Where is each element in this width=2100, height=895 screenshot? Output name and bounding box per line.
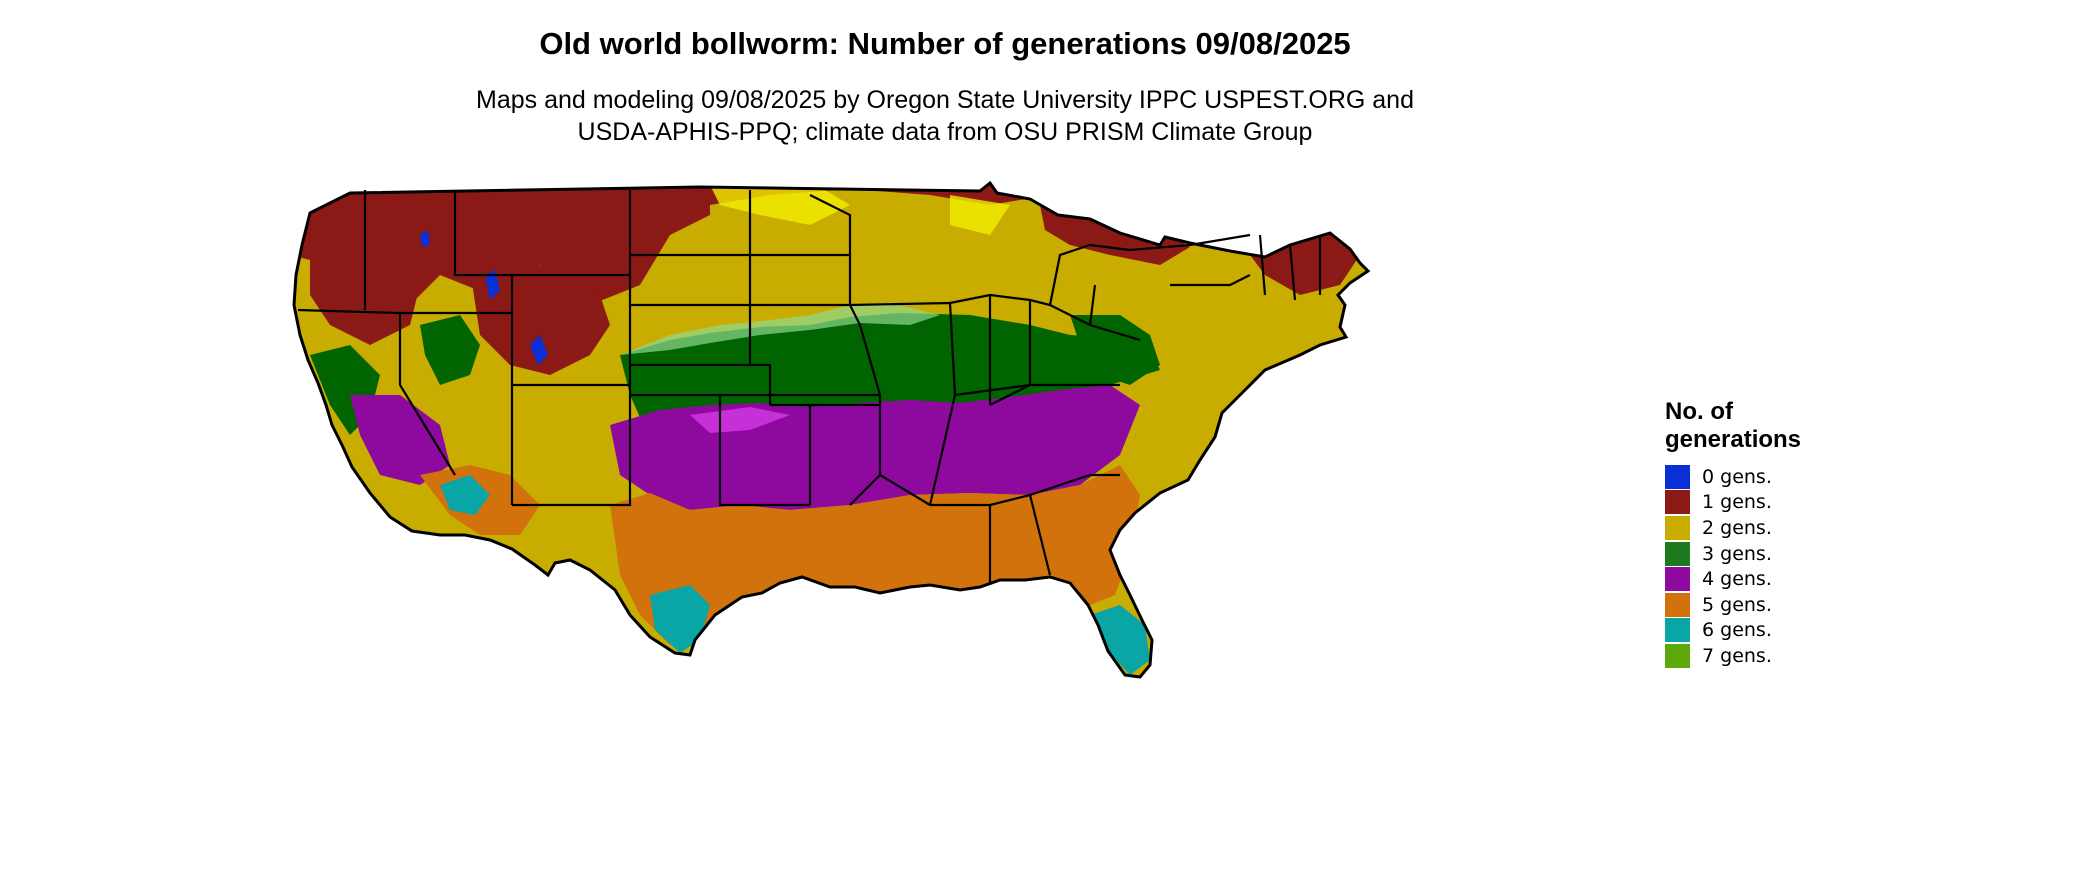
- legend-label: 2 gens.: [1702, 516, 1772, 539]
- zone-gen-3-atlantic: [1070, 315, 1160, 385]
- state-boundaries: [297, 190, 1322, 585]
- boundary-line-23: [1029, 473, 1120, 497]
- legend-label: 7 gens.: [1702, 644, 1772, 667]
- legend-item: 4 gens.: [1665, 566, 1801, 592]
- generations-map: [290, 175, 1630, 895]
- zone-gen-6-arizona: [440, 475, 490, 515]
- zone-gen-6-texas: [650, 585, 710, 653]
- boundary-line-24: [1258, 234, 1322, 301]
- legend-swatch: [1665, 515, 1690, 540]
- legend-item: 5 gens.: [1665, 592, 1801, 618]
- zone-gen-1-rockies: [470, 265, 610, 375]
- subtitle-line-1: Maps and modeling 09/08/2025 by Oregon S…: [476, 86, 1414, 114]
- zone-gen-1-great-lakes: [1040, 205, 1190, 265]
- boundary-line-12: [750, 303, 882, 396]
- boundary-line-16: [849, 301, 957, 506]
- subtitle-line-2: USDA-APHIS-PPQ; climate data from OSU PR…: [577, 118, 1313, 146]
- legend-swatch: [1665, 567, 1690, 592]
- generation-zones: [294, 183, 1368, 677]
- legend-item: 2 gens.: [1665, 515, 1801, 541]
- zone-gen-6-florida: [1090, 605, 1150, 675]
- boundary-line-10: [630, 255, 772, 405]
- legend-item: 6 gens.: [1665, 618, 1801, 644]
- legend-item: 0 gens.: [1665, 464, 1801, 490]
- legend-swatch: [1665, 592, 1690, 617]
- legend-swatch: [1665, 490, 1690, 515]
- boundary-line-5: [453, 190, 514, 313]
- legend-item: 3 gens.: [1665, 541, 1801, 567]
- legend-label: 6 gens.: [1702, 619, 1772, 642]
- legend-item: 7 gens.: [1665, 643, 1801, 669]
- legend-label: 4 gens.: [1702, 568, 1772, 591]
- boundary-line-11: [630, 393, 880, 507]
- legend: No. of generations 0 gens. 1 gens. 2 gens.…: [1665, 398, 1801, 669]
- legend-title: No. of generations: [1665, 398, 1801, 454]
- zone-gen-4-california: [350, 395, 450, 485]
- legend-item: 1 gens.: [1665, 490, 1801, 516]
- legend-label: 0 gens.: [1702, 465, 1772, 488]
- legend-swatch: [1665, 618, 1690, 643]
- legend-swatch: [1665, 464, 1690, 489]
- map-title: Old world bollworm: Number of generation…: [539, 26, 1351, 61]
- us-map-svg: [292, 181, 1370, 679]
- boundary-line-8: [510, 385, 632, 507]
- boundary-line-13: [770, 403, 880, 505]
- boundary-line-1: [297, 308, 401, 315]
- boundary-line-14: [750, 194, 852, 305]
- legend-title-line-2: generations: [1665, 426, 1802, 453]
- map-subtitle: Maps and modeling 09/08/2025 by Oregon S…: [0, 84, 1890, 148]
- zone-gen-4-light-south: [690, 407, 790, 433]
- legend-label: 5 gens.: [1702, 593, 1772, 616]
- boundary-line-21: [1129, 233, 1251, 287]
- zone-gen-3-mountain: [420, 315, 480, 385]
- zone-gen-2-bright-northeast: [950, 195, 1010, 235]
- legend-label: 1 gens.: [1702, 491, 1772, 514]
- boundary-line-15: [849, 395, 931, 506]
- boundary-line-2: [398, 313, 456, 476]
- zone-gen-2-bright-north: [710, 183, 850, 225]
- boundary-line-20: [1048, 243, 1131, 326]
- legend-items: 0 gens. 1 gens. 2 gens. 3 gens. 4 gens. 5 gen…: [1665, 464, 1801, 669]
- zone-gen-0-peaks: [420, 230, 548, 365]
- zone-gen-3-light-fringe: [620, 303, 940, 355]
- boundary-line-17: [949, 293, 1051, 397]
- legend-label: 3 gens.: [1702, 542, 1772, 565]
- legend-swatch: [1665, 541, 1690, 566]
- legend-title-line-1: No. of: [1665, 398, 1733, 425]
- legend-swatch: [1665, 643, 1690, 668]
